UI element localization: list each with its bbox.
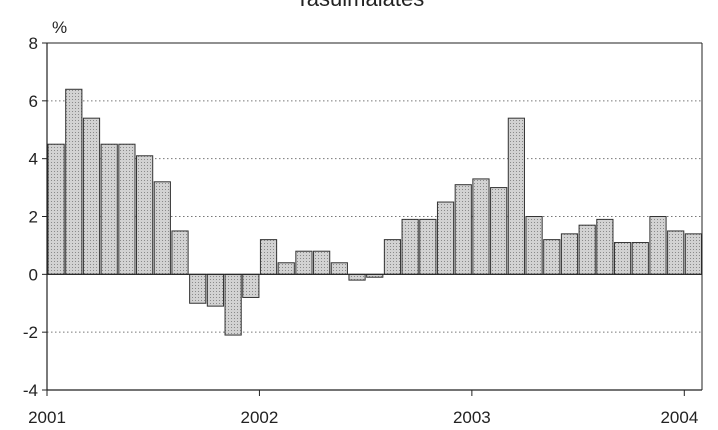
y-tick-label: 6: [29, 92, 38, 111]
bar-2001-12: [242, 273, 260, 298]
bar-2001-04: [100, 143, 118, 275]
bar-2001-07: [153, 181, 171, 275]
bar-2002-12: [454, 184, 472, 275]
x-tick-labels: 2001 2002 2003 2004: [28, 390, 698, 427]
x-tick-label: 2003: [453, 408, 491, 427]
bar-2002-01: [259, 239, 278, 275]
bar-2001-10: [206, 273, 225, 307]
bar-2001-05: [118, 143, 136, 275]
x-tick-label: 2001: [28, 408, 66, 427]
bar-2001-08: [171, 230, 189, 275]
bar-2003-12: [667, 230, 685, 275]
bar-2003-10: [631, 242, 649, 275]
y-unit-label: %: [52, 18, 67, 37]
bar-2001-03: [82, 117, 101, 275]
bar-2002-08: [383, 239, 402, 275]
bar-2003-01: [472, 178, 490, 275]
bar-2002-11: [436, 201, 455, 275]
bar-2003-11: [649, 216, 667, 275]
bar-2001-06: [136, 155, 154, 275]
bar-2002-05: [330, 262, 348, 275]
bar-2003-02: [490, 187, 508, 275]
bar-2003-09: [613, 242, 632, 275]
bar-2002-09: [401, 218, 419, 275]
y-tick-label: 8: [29, 34, 38, 53]
bar-2002-02: [277, 262, 295, 275]
bar-2003-04: [525, 216, 543, 275]
y-tick-label: 4: [29, 150, 38, 169]
x-tick-label: 2004: [660, 408, 698, 427]
y-tick-label: -4: [23, 381, 38, 400]
bar-2004-01: [684, 233, 702, 275]
bar-2001-09: [189, 273, 207, 304]
bar-2003-05: [543, 239, 561, 275]
bar-2002-04: [313, 250, 331, 275]
bar-2001-02: [65, 88, 83, 275]
y-tick-labels: 8 6 4 2 0 -2 -4: [23, 34, 47, 400]
y-tick-label: 2: [29, 208, 38, 227]
x-tick-label: 2002: [241, 408, 279, 427]
y-tick-label: 0: [29, 265, 38, 284]
chart-title: Tasuimalates: [296, 0, 424, 11]
bar-2002-10: [419, 218, 437, 275]
bar-2003-08: [596, 218, 614, 275]
bar-2002-03: [295, 250, 313, 275]
bar-2003-07: [578, 224, 596, 275]
bar-2001-01: [47, 143, 65, 275]
bar-2003-06: [560, 233, 579, 275]
bar-2001-11: [224, 273, 242, 336]
bars: [47, 88, 702, 336]
bar-2002-06: [348, 273, 366, 281]
y-tick-label: -2: [23, 323, 38, 342]
bar-2003-03: [507, 117, 525, 275]
